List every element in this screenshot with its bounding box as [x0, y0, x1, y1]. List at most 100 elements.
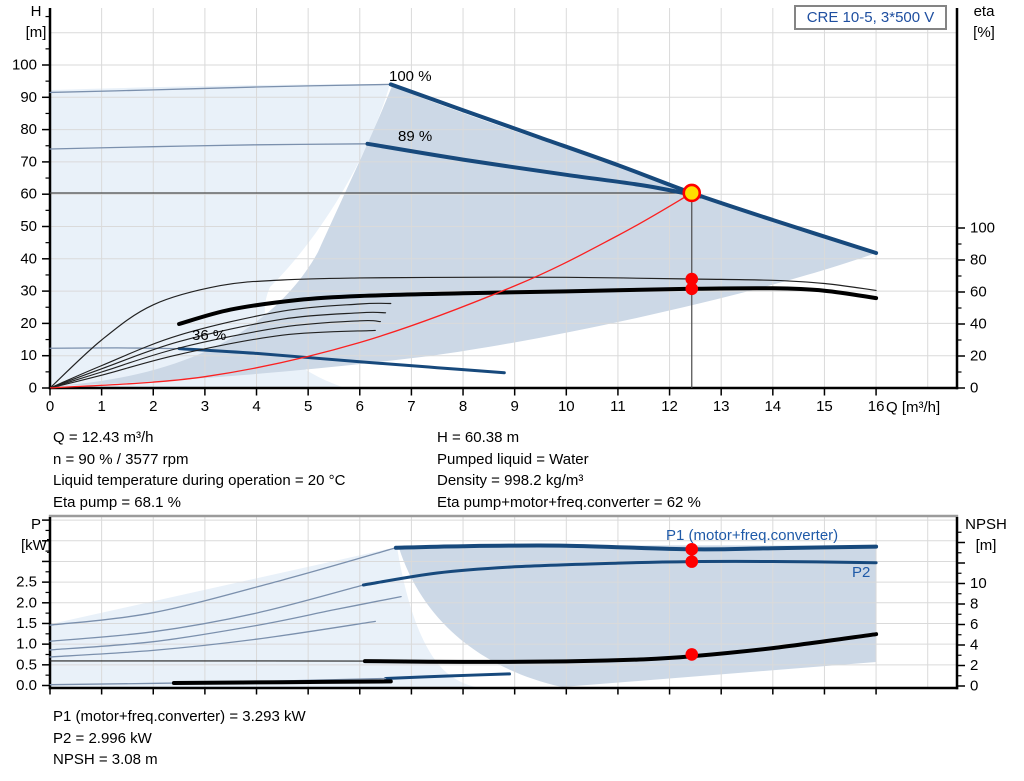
x-tick-label: 12 — [661, 398, 678, 415]
npsh-point — [685, 648, 699, 661]
y-tick-label: 30 — [20, 283, 37, 300]
speed-36-head — [177, 347, 506, 375]
p1-fan-3 — [49, 595, 402, 651]
y-tick-label: 60 — [970, 284, 987, 301]
gridlines — [50, 8, 957, 688]
x-tick-label: 6 — [356, 398, 364, 415]
y-tick-label: 2.0 — [16, 594, 37, 611]
y-tick-label: 10 — [970, 575, 987, 592]
y-tick-label: 4 — [970, 637, 978, 654]
y-tick-label: 50 — [20, 218, 37, 235]
top-left-axis-title: H — [30, 3, 42, 20]
bottom-left-axis-title: P — [30, 516, 41, 533]
speed-label-36: 36 % — [192, 327, 227, 344]
bottom-right-axis-unit: [m] — [975, 537, 997, 554]
x-tick-label: 15 — [816, 398, 833, 415]
y-tick-label: 2 — [970, 657, 978, 674]
eta-speed-fan-4 — [49, 329, 376, 389]
y-tick-label: 40 — [20, 250, 37, 267]
y-tick-label: 40 — [970, 316, 987, 333]
result-text-bottom: P1 (motor+freq.converter) = 3.293 kW P2 … — [53, 706, 306, 771]
result-text-left: Q = 12.43 m³/h n = 90 % / 3577 rpm Liqui… — [53, 427, 345, 513]
p1-fan-4 — [49, 620, 376, 658]
y-tick-label: 6 — [970, 616, 978, 633]
y-tick-label: 20 — [970, 348, 987, 365]
eta-speed-fan-1 — [49, 302, 392, 389]
p2-curve-label: P2 — [852, 564, 871, 581]
x-tick-label: 14 — [764, 398, 781, 415]
y-tick-label: 10 — [20, 347, 37, 364]
result-liquid: Pumped liquid = Water — [437, 450, 589, 468]
x-tick-label: 8 — [459, 398, 467, 415]
bottom-right-axis-title: NPSH — [965, 516, 1007, 533]
axes — [48, 8, 959, 690]
y-tick-label: 100 — [970, 220, 995, 237]
eta-speed-fan-2 — [49, 311, 387, 389]
y-tick-label: 70 — [20, 153, 37, 170]
top-right-axis-unit: [%] — [973, 24, 995, 41]
speed-label-100: 100 % — [389, 68, 432, 85]
p1-fan-2 — [49, 584, 365, 642]
x-tick-label: 2 — [149, 398, 157, 415]
p2-min-speed-black — [171, 679, 393, 686]
markers — [682, 183, 702, 661]
top-envelope-light — [51, 84, 390, 388]
npsh-curve — [362, 632, 879, 664]
y-tick-label: 2.5 — [16, 574, 37, 591]
eta-pump-point — [685, 272, 699, 286]
result-h: H = 60.38 m — [437, 429, 520, 446]
speed-100-head — [388, 82, 879, 255]
y-tick-label: 0.0 — [16, 677, 37, 694]
x-tick-label: 0 — [46, 398, 54, 415]
result-temp: Liquid temperature during operation = 20… — [53, 472, 346, 489]
p2-point — [685, 555, 699, 568]
result-n: n = 90 % / 3577 rpm — [53, 450, 189, 468]
y-tick-label: 8 — [970, 596, 978, 613]
eta-speed-fan-3 — [49, 319, 381, 389]
top-right-axis-title: eta — [973, 3, 995, 20]
y-tick-label: 100 — [12, 57, 37, 74]
pump-model-badge: CRE 10-5, 3*500 V — [794, 5, 947, 30]
y-tick-label: 90 — [20, 89, 37, 106]
p1-point — [685, 543, 699, 556]
y-tick-label: 1.5 — [16, 615, 37, 632]
y-tick-label: 0.5 — [16, 656, 37, 673]
result-p1: P1 (motor+freq.converter) = 3.293 kW — [53, 708, 306, 725]
p-min-speed-blue — [384, 672, 511, 680]
x-tick-label: 4 — [252, 398, 260, 415]
result-eta-total: Eta pump+motor+freq.converter = 62 % — [437, 493, 701, 511]
result-q: Q = 12.43 m³/h — [53, 429, 154, 446]
top-left-axis-unit: [m] — [25, 24, 47, 41]
x-tick-label: 9 — [510, 398, 518, 415]
y-tick-label: 80 — [20, 121, 37, 138]
result-density: Density = 998.2 kg/m³ — [437, 472, 584, 489]
y-tick-label: 0 — [970, 678, 978, 695]
x-tick-label: 16 — [868, 398, 885, 415]
eta-pump-curve — [49, 276, 877, 389]
bottom-left-axis-unit: [kW] — [21, 537, 51, 554]
y-tick-label: 0 — [29, 380, 37, 397]
p1-curve — [393, 543, 879, 552]
y-tick-label: 80 — [970, 252, 987, 269]
duty-point[interactable] — [682, 183, 702, 203]
x-axis-title: Q [m³/h] — [886, 399, 941, 416]
x-tick-label: 10 — [558, 398, 575, 415]
y-tick-label: 0 — [970, 380, 978, 397]
pump-model-label: CRE 10-5, 3*500 V — [806, 9, 935, 26]
x-tick-label: 7 — [407, 398, 415, 415]
axis-ticks: 0 1 2 3 4 5 6 7 8 9 10 11 12 13 14 15 160102030405060708… — [12, 15, 995, 695]
x-tick-label: 1 — [97, 398, 105, 415]
bottom-envelope-dark — [399, 545, 876, 687]
p1-curve-label: P1 (motor+freq.converter) — [666, 527, 839, 544]
speed-label-89: 89 % — [398, 128, 433, 145]
x-tick-label: 5 — [304, 398, 312, 415]
result-npsh: NPSH = 3.08 m — [53, 751, 158, 768]
result-p2: P2 = 2.996 kW — [53, 729, 152, 747]
y-tick-label: 1.0 — [16, 636, 37, 653]
p2-curve — [361, 559, 878, 587]
p1-fan-1 — [49, 547, 397, 626]
eta-total-curve — [177, 286, 879, 326]
curves — [49, 82, 879, 686]
